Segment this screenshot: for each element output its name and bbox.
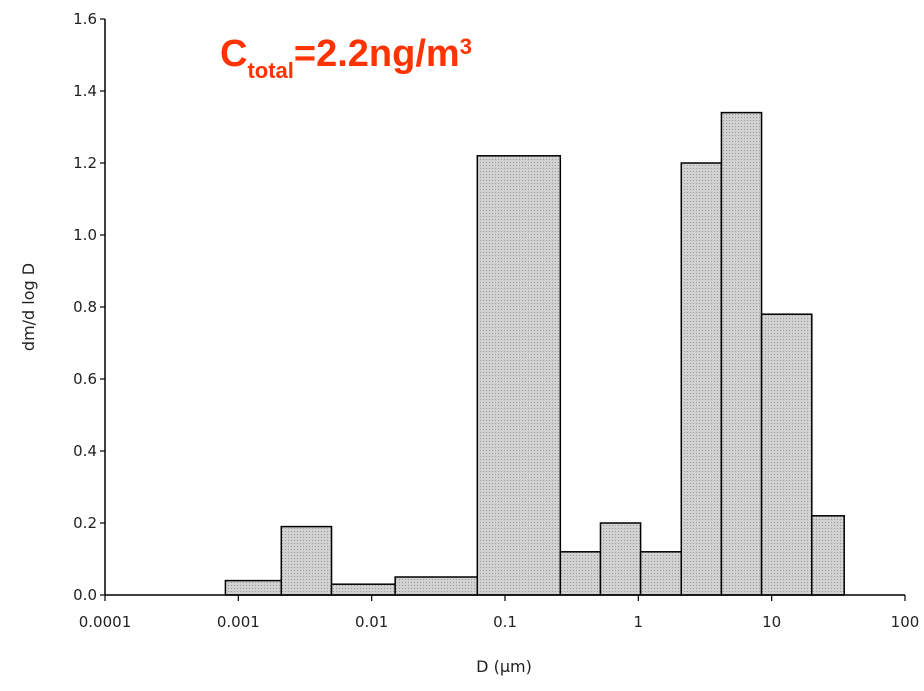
total-concentration-annotation: Ctotal=2.2ng/m3 [220,33,472,83]
y-axis-title: dm/d log D [19,263,38,351]
annotation-text: =2.2ng/m [294,33,460,75]
bars-group [224,111,845,596]
y-tick-label: 0.0 [73,586,97,604]
histogram-bar [224,579,283,596]
x-tick-label: 0.0001 [79,613,132,631]
y-tick-label: 1.4 [73,82,97,100]
annotation-main: C [220,33,247,75]
histogram-bar [760,313,813,596]
histogram-bar [811,515,845,596]
histogram-bar [639,551,683,596]
histogram-bar [599,522,642,596]
y-tick-label: 0.8 [73,298,97,316]
histogram-bar [559,551,602,596]
y-ticks: 0.0 0.2 0.4 0.6 0.8 1.0 1.2 1.4 1.6 [73,10,105,604]
histogram-bar [280,525,333,596]
x-tick-label: 0.001 [217,613,260,631]
annotation-subscript: total [247,58,293,83]
histogram-bar [720,111,763,596]
histogram-bar [330,583,396,596]
annotation-superscript: 3 [460,34,472,59]
x-tick-label: 10 [762,613,781,631]
y-tick-label: 1.6 [73,10,97,28]
y-tick-label: 0.6 [73,370,97,388]
histogram-bar [680,162,723,596]
histogram-bar [394,576,479,596]
y-tick-label: 1.0 [73,226,97,244]
x-tick-label: 1 [634,613,644,631]
y-tick-label: 0.4 [73,442,97,460]
x-tick-label: 0.1 [493,613,517,631]
x-ticks: 0.0001 0.001 0.01 0.1 1 10 100 [79,595,920,631]
x-tick-label: 0.01 [355,613,388,631]
y-tick-label: 1.2 [73,154,97,172]
y-tick-label: 0.2 [73,514,97,532]
x-axis-title: D (µm) [476,657,532,676]
histogram-bar [476,155,562,596]
x-tick-label: 100 [891,613,920,631]
